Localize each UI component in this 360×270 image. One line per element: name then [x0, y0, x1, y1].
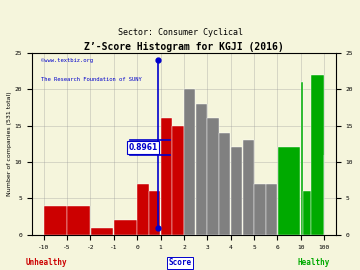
Bar [219, 133, 230, 235]
Bar [161, 118, 172, 235]
Bar [243, 140, 254, 235]
Bar [266, 184, 277, 235]
Bar [67, 206, 90, 235]
Bar [44, 206, 67, 235]
Bar [231, 147, 242, 235]
Title: Z’-Score Histogram for KGJI (2016): Z’-Score Histogram for KGJI (2016) [84, 42, 284, 52]
Bar [207, 118, 219, 235]
Bar [301, 82, 303, 235]
Bar [149, 191, 160, 235]
Text: Unhealthy: Unhealthy [26, 258, 68, 267]
Text: Sector: Consumer Cyclical: Sector: Consumer Cyclical [117, 28, 243, 37]
Text: The Research Foundation of SUNY: The Research Foundation of SUNY [41, 76, 142, 82]
Bar [114, 220, 137, 235]
Bar [196, 104, 207, 235]
Text: Score: Score [168, 258, 192, 267]
Bar [311, 75, 324, 235]
Y-axis label: Number of companies (531 total): Number of companies (531 total) [7, 92, 12, 196]
Bar [184, 89, 195, 235]
Bar [254, 184, 266, 235]
Bar [91, 228, 113, 235]
Bar [303, 191, 311, 235]
Bar [137, 184, 149, 235]
Bar [278, 147, 300, 235]
Text: ©www.textbiz.org: ©www.textbiz.org [41, 58, 93, 63]
Text: Healthy: Healthy [297, 258, 329, 267]
Bar [172, 126, 184, 235]
Text: 0.8961: 0.8961 [128, 143, 158, 152]
